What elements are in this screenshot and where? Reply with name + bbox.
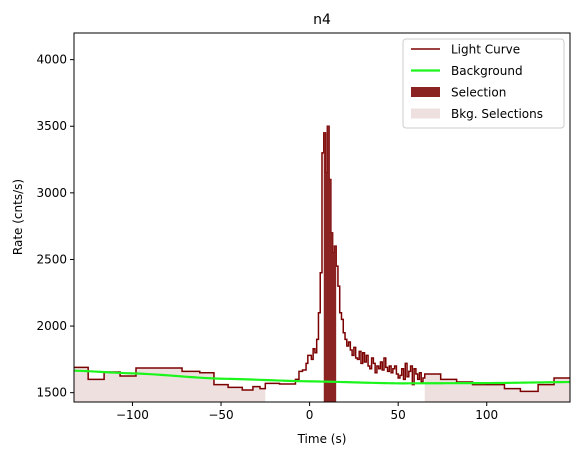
- y-tick-label: 2500: [36, 252, 67, 266]
- plot-frame: [73, 32, 571, 403]
- light-curve-layer: [74, 125, 570, 393]
- background-layer: [74, 369, 570, 385]
- x-tick-label: 50: [391, 408, 406, 422]
- legend-label: Background: [451, 64, 523, 78]
- legend-label: Light Curve: [451, 43, 520, 57]
- legend-swatch: [411, 87, 440, 97]
- x-axis-ticks: −100 −50 0 50 100: [116, 402, 498, 422]
- bkg-selection-region-1: [424, 374, 570, 402]
- x-tick-label: 0: [306, 408, 314, 422]
- y-tick-label: 2000: [36, 319, 67, 333]
- x-tick-label: −100: [116, 408, 149, 422]
- y-tick-label: 4000: [36, 53, 67, 67]
- y-tick-label: 1500: [36, 386, 67, 400]
- x-tick-label: 100: [475, 408, 498, 422]
- selection-layer: [323, 126, 337, 402]
- selection-region: [323, 126, 337, 402]
- y-axis-ticks: 1500 2000 2500 3000 3500 4000: [36, 53, 74, 400]
- y-tick-label: 3500: [36, 119, 67, 133]
- y-axis-label: Rate (cnts/s): [11, 179, 25, 255]
- legend-swatch: [411, 108, 440, 119]
- x-axis-label: Time (s): [297, 432, 347, 446]
- y-tick-label: 3000: [36, 186, 67, 200]
- legend-box: [402, 38, 565, 129]
- chart-title: n4: [313, 12, 331, 28]
- x-tick-label: −50: [208, 408, 233, 422]
- legend-label: Selection: [451, 86, 506, 100]
- legend: Light Curve Background Selection Bkg. Selec…: [402, 38, 565, 129]
- legend-label: Bkg. Selections: [451, 107, 543, 121]
- background-line: [74, 369, 570, 385]
- light-curve-line: [74, 125, 570, 393]
